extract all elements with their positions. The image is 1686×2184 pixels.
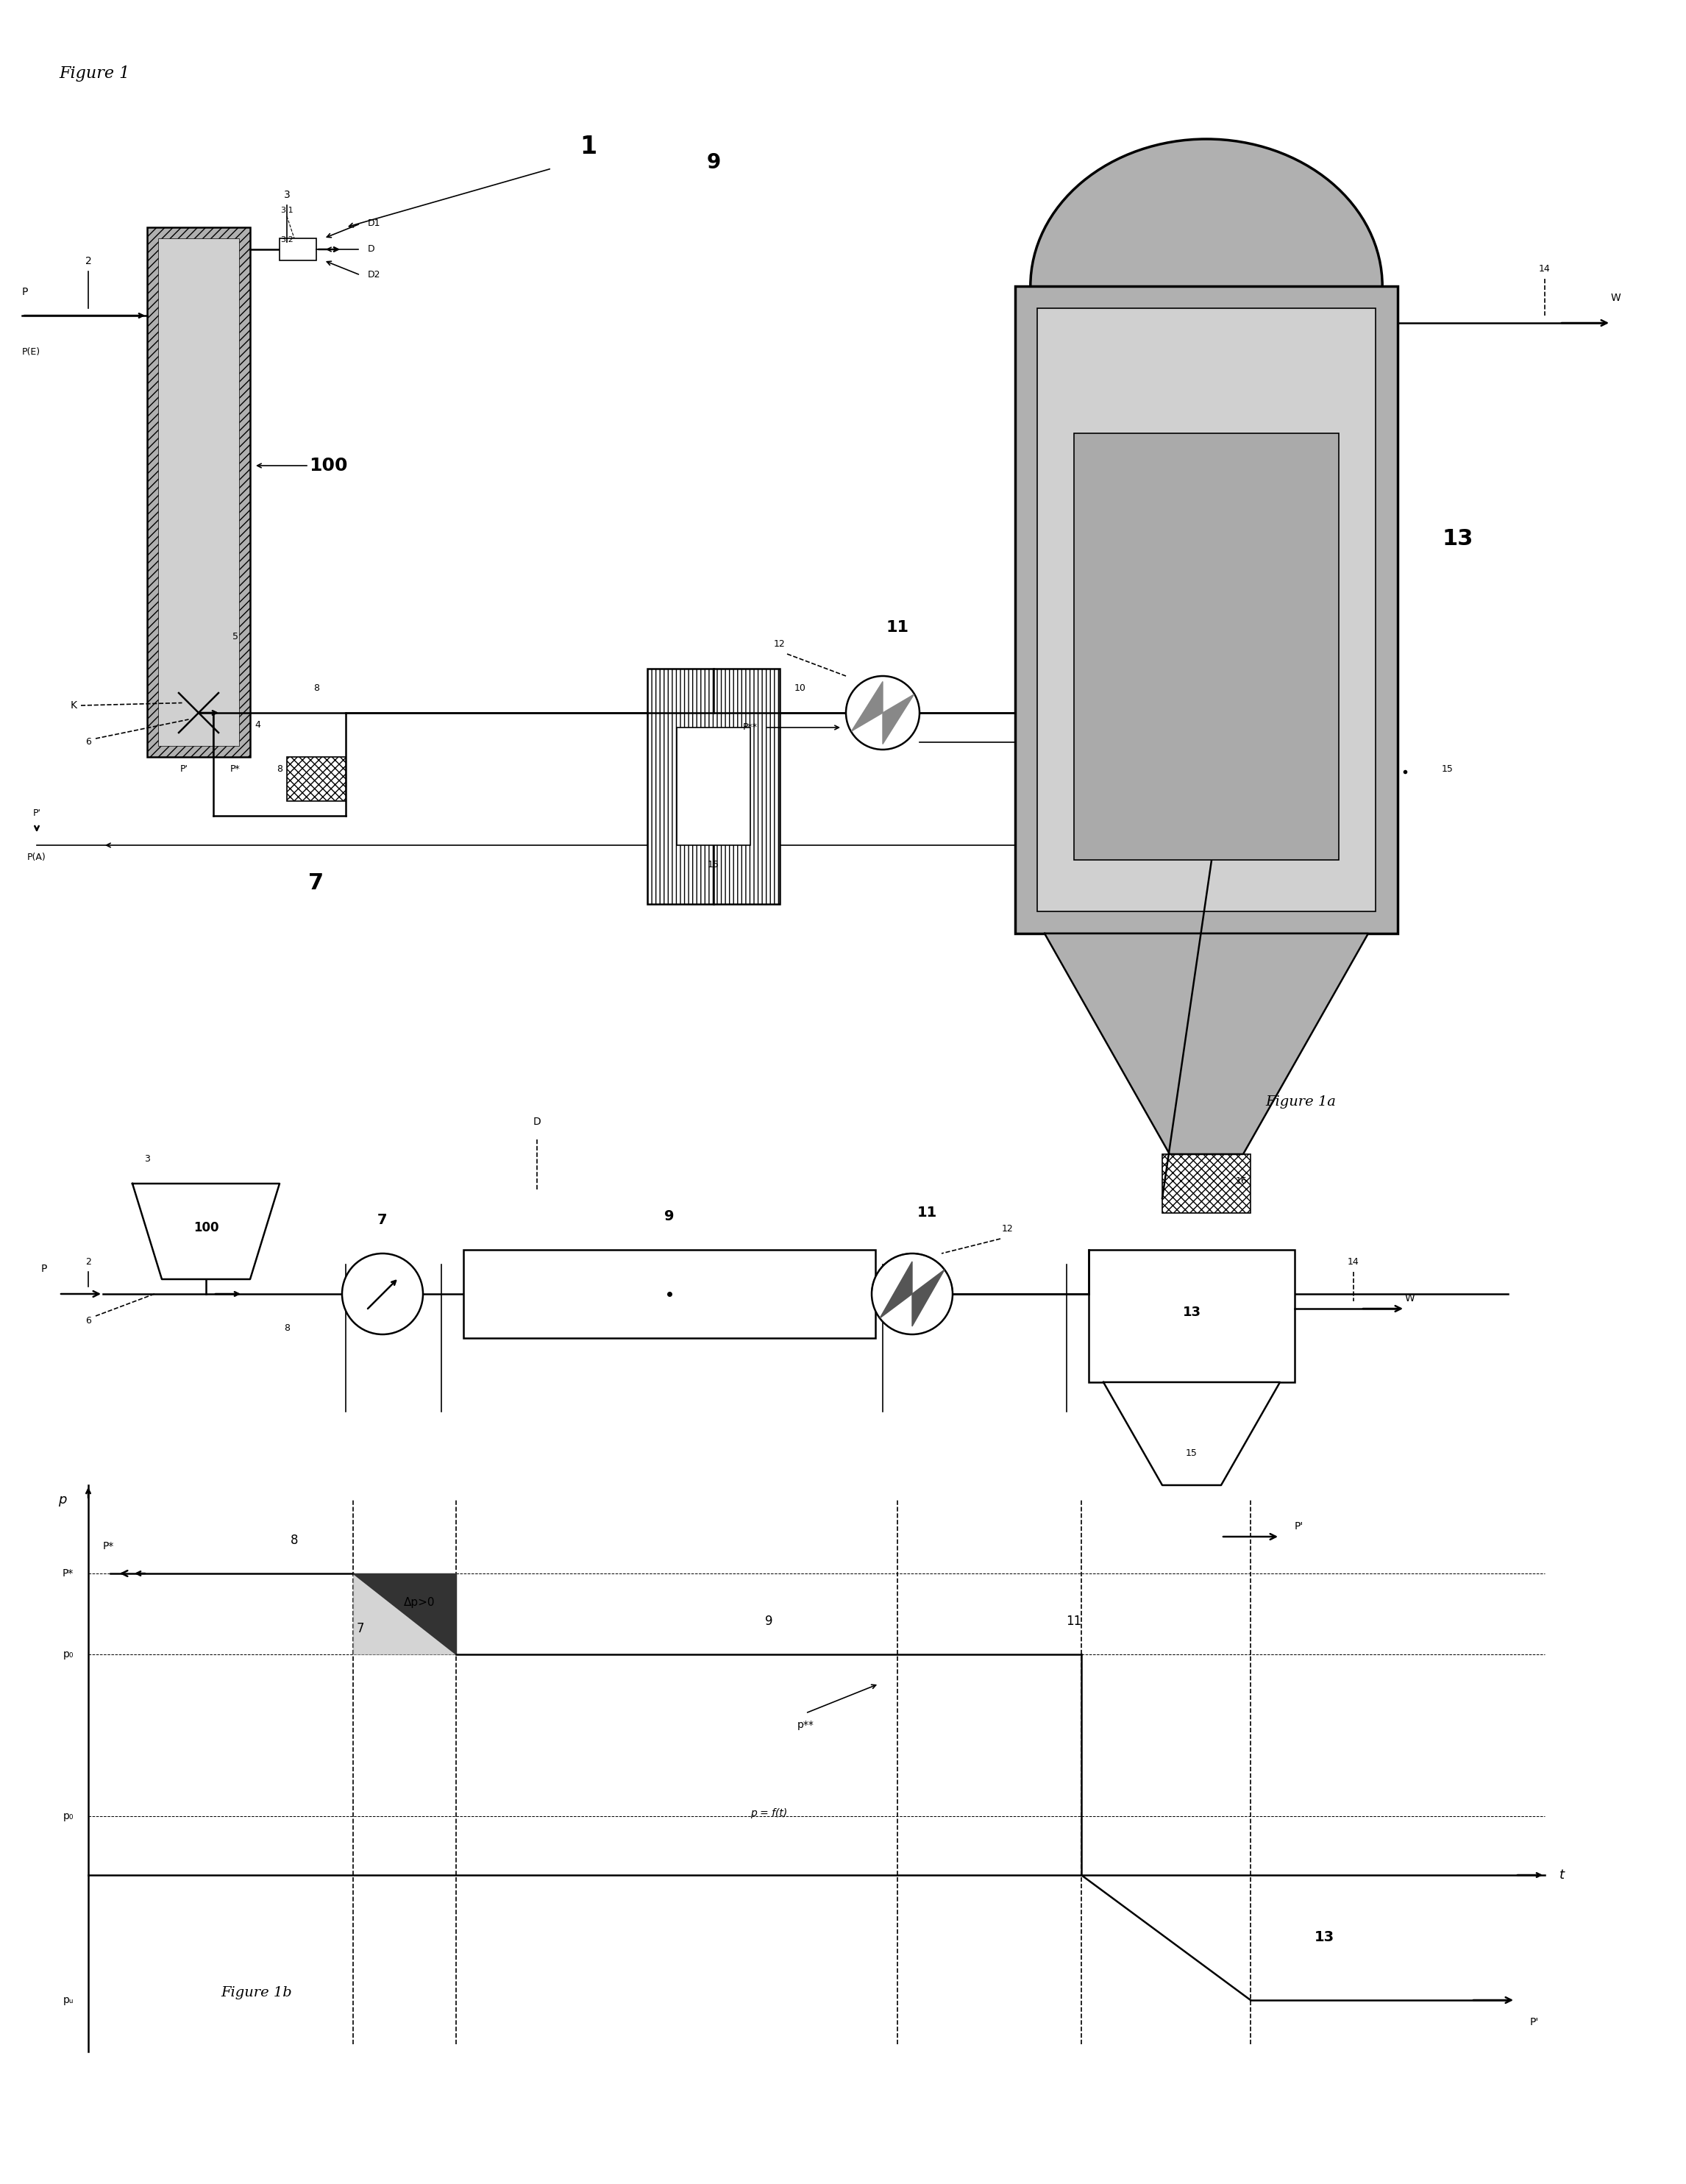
Text: P*: P*	[103, 1542, 115, 1551]
Text: 11: 11	[917, 1206, 937, 1219]
Bar	[147, 227, 250, 758]
Text: 9: 9	[706, 153, 720, 173]
Text: 11: 11	[887, 620, 909, 636]
Text: 4: 4	[255, 721, 260, 729]
Text: 2: 2	[84, 256, 91, 266]
Polygon shape	[1103, 1382, 1280, 1485]
Text: 12: 12	[1001, 1223, 1013, 1234]
Text: 14: 14	[1539, 264, 1551, 273]
Text: D2: D2	[368, 271, 381, 280]
Text: 12: 12	[774, 640, 786, 649]
Text: 15: 15	[708, 860, 720, 869]
Text: K: K	[71, 701, 78, 710]
Circle shape	[342, 1254, 423, 1334]
Text: p**: p**	[797, 1719, 814, 1730]
Text: 100: 100	[309, 456, 347, 474]
Text: 14: 14	[1347, 1258, 1359, 1267]
Polygon shape	[1045, 933, 1369, 1153]
Text: p₀: p₀	[62, 1649, 74, 1660]
Text: P*: P*	[62, 1568, 74, 1579]
Text: D: D	[368, 245, 374, 253]
Text: 3.1: 3.1	[280, 207, 293, 214]
Text: P': P'	[1531, 2018, 1539, 2027]
Text: P(A): P(A)	[27, 852, 46, 863]
Text: P': P'	[1295, 1522, 1303, 1531]
Bar	[158, 238, 239, 747]
Polygon shape	[883, 695, 914, 745]
Polygon shape	[851, 681, 883, 732]
Text: W: W	[1404, 1293, 1415, 1304]
Bar	[1162, 1153, 1251, 1212]
Text: p₀: p₀	[62, 1811, 74, 1821]
Text: P**: P**	[744, 723, 757, 732]
Bar	[280, 238, 317, 260]
Polygon shape	[880, 1262, 912, 1319]
Text: 11: 11	[1066, 1614, 1082, 1627]
Text: Figure 1b: Figure 1b	[221, 1985, 292, 1998]
Text: p: p	[57, 1494, 66, 1507]
Text: D: D	[533, 1116, 541, 1127]
Text: 15: 15	[1442, 764, 1453, 773]
Text: p = f(t): p = f(t)	[750, 1808, 787, 1819]
Bar	[676, 727, 750, 845]
Text: 13: 13	[1442, 529, 1474, 550]
Polygon shape	[133, 1184, 280, 1280]
Text: 9: 9	[765, 1614, 772, 1627]
Bar	[287, 758, 346, 802]
Text: P(E): P(E)	[22, 347, 40, 358]
Bar	[464, 1249, 875, 1339]
Polygon shape	[352, 1572, 457, 1653]
Text: 8: 8	[314, 684, 319, 692]
Text: t: t	[1560, 1870, 1565, 1883]
Text: P: P	[40, 1265, 47, 1273]
Text: P': P'	[32, 808, 40, 819]
Text: P: P	[22, 286, 29, 297]
Bar	[1089, 1249, 1295, 1382]
Text: D1: D1	[368, 218, 381, 229]
Circle shape	[846, 677, 919, 749]
Text: P': P'	[180, 764, 187, 773]
Text: 13: 13	[1313, 1931, 1334, 1944]
Text: 13: 13	[1182, 1306, 1200, 1319]
Text: pᵤ: pᵤ	[62, 1994, 74, 2005]
Text: 9: 9	[664, 1210, 674, 1223]
Polygon shape	[1015, 140, 1398, 286]
Text: 15: 15	[1185, 1448, 1197, 1459]
Text: Δp>0: Δp>0	[403, 1597, 435, 1607]
Text: 3: 3	[145, 1153, 150, 1164]
Text: 10: 10	[794, 684, 806, 692]
Text: 16: 16	[1236, 1177, 1248, 1186]
Text: W: W	[1610, 293, 1620, 304]
Bar	[1037, 308, 1376, 911]
Text: 6: 6	[86, 1317, 91, 1326]
Text: 7: 7	[309, 871, 324, 893]
Text: 3: 3	[283, 190, 290, 201]
Text: P*: P*	[231, 764, 241, 773]
Circle shape	[872, 1254, 953, 1334]
Bar	[647, 668, 779, 904]
Text: 2: 2	[86, 1258, 91, 1267]
Text: 8: 8	[283, 1324, 290, 1332]
Text: 7: 7	[378, 1212, 388, 1227]
Bar	[1015, 286, 1398, 933]
Text: Figure 1a: Figure 1a	[1264, 1096, 1335, 1109]
Polygon shape	[352, 1572, 457, 1653]
Text: 5: 5	[233, 631, 238, 642]
Text: 8: 8	[277, 764, 283, 773]
Text: 6: 6	[86, 738, 91, 747]
Text: 8: 8	[290, 1533, 298, 1546]
Text: 1: 1	[580, 135, 597, 159]
Text: 7: 7	[356, 1623, 364, 1636]
Text: Figure 1: Figure 1	[59, 66, 130, 81]
Polygon shape	[912, 1269, 944, 1326]
Text: 3.2: 3.2	[280, 236, 293, 242]
Bar	[1074, 432, 1339, 860]
Text: 100: 100	[194, 1221, 219, 1234]
